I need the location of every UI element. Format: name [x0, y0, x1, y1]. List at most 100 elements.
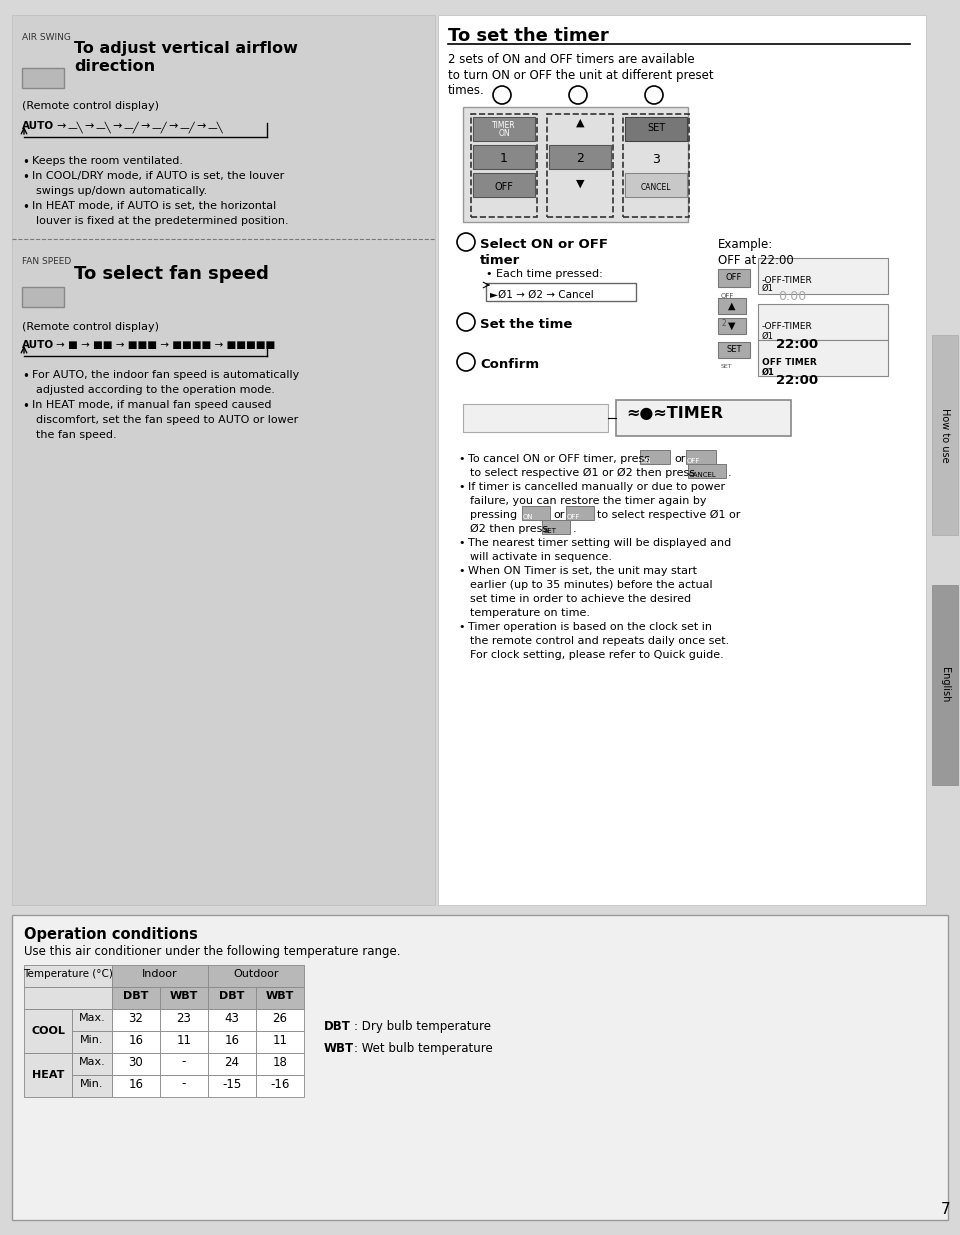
Text: 2: 2: [463, 314, 469, 324]
Bar: [256, 1009, 304, 1031]
Bar: [688, 464, 726, 478]
Text: WBT: WBT: [266, 990, 294, 1002]
Bar: [24, 965, 112, 987]
Text: 30: 30: [129, 1056, 143, 1068]
Text: earlier (up to 35 minutes) before the actual: earlier (up to 35 minutes) before the ac…: [470, 580, 712, 590]
Text: DBT: DBT: [324, 1020, 350, 1032]
Text: Set the time: Set the time: [480, 317, 572, 331]
Bar: [256, 987, 304, 1009]
Text: OFF TIMER: OFF TIMER: [762, 358, 817, 367]
Bar: [438, 15, 926, 905]
Text: ON: ON: [498, 128, 510, 137]
Text: To select fan speed: To select fan speed: [74, 266, 269, 283]
Bar: [112, 1031, 160, 1053]
Text: Min.: Min.: [81, 1079, 104, 1089]
Text: • Each time pressed:: • Each time pressed:: [486, 269, 603, 279]
Text: Indoor: Indoor: [142, 969, 178, 979]
Text: .: .: [728, 468, 732, 478]
Text: In HEAT mode, if manual fan speed caused: In HEAT mode, if manual fan speed caused: [32, 400, 272, 410]
Text: 0:00: 0:00: [778, 290, 806, 303]
Text: →: →: [168, 121, 178, 131]
Text: 16: 16: [129, 1034, 143, 1046]
Text: the fan speed.: the fan speed.: [36, 430, 116, 440]
Text: →: →: [112, 121, 121, 131]
Text: Select ON or OFF: Select ON or OFF: [480, 238, 608, 251]
Circle shape: [457, 233, 475, 251]
Text: AUTO: AUTO: [22, 121, 54, 131]
Bar: [718, 269, 750, 287]
Text: ▼: ▼: [729, 321, 735, 331]
Text: timer: timer: [480, 254, 520, 267]
Bar: [625, 117, 687, 141]
Text: —╲: —╲: [68, 121, 84, 132]
Text: •: •: [22, 201, 29, 214]
Text: (Remote control display): (Remote control display): [22, 322, 159, 332]
Text: ON: ON: [523, 514, 534, 520]
Text: times.: times.: [448, 84, 485, 98]
Text: CANCEL: CANCEL: [689, 472, 717, 478]
Text: 16: 16: [129, 1077, 143, 1091]
Bar: [473, 117, 535, 141]
Text: : Wet bulb temperature: : Wet bulb temperature: [354, 1042, 492, 1055]
Text: •: •: [22, 156, 29, 169]
Text: ▲: ▲: [576, 117, 585, 127]
Bar: [160, 1053, 208, 1074]
Circle shape: [493, 86, 511, 104]
Text: FAN SPEED: FAN SPEED: [22, 257, 71, 266]
Bar: [72, 1009, 112, 1031]
Text: discomfort, set the fan speed to AUTO or lower: discomfort, set the fan speed to AUTO or…: [36, 415, 299, 425]
Circle shape: [457, 312, 475, 331]
Text: When ON Timer is set, the unit may start: When ON Timer is set, the unit may start: [468, 566, 697, 576]
Circle shape: [645, 86, 663, 104]
Text: COOL: COOL: [31, 1026, 65, 1036]
Text: SET: SET: [647, 124, 665, 133]
Text: •: •: [22, 400, 29, 412]
Text: To set the timer: To set the timer: [448, 27, 609, 44]
Text: For AUTO, the indoor fan speed is automatically: For AUTO, the indoor fan speed is automa…: [32, 370, 300, 380]
Text: ▼: ▼: [576, 179, 585, 189]
Text: .: .: [573, 524, 577, 534]
Text: —╱: —╱: [152, 121, 168, 132]
Bar: [112, 1009, 160, 1031]
Text: OFF: OFF: [726, 273, 742, 283]
Text: -: -: [181, 1077, 186, 1091]
Text: •: •: [458, 454, 465, 464]
Bar: [112, 1053, 160, 1074]
Text: →: →: [196, 121, 205, 131]
Bar: [718, 298, 746, 314]
Bar: [932, 335, 958, 535]
Text: adjusted according to the operation mode.: adjusted according to the operation mode…: [36, 385, 275, 395]
Bar: [72, 1074, 112, 1097]
Text: DBT: DBT: [123, 990, 149, 1002]
Text: 2: 2: [576, 152, 584, 164]
Bar: [718, 342, 750, 358]
Text: will activate in sequence.: will activate in sequence.: [470, 552, 612, 562]
Text: pressing: pressing: [470, 510, 517, 520]
Text: 18: 18: [273, 1056, 287, 1068]
Text: Max.: Max.: [79, 1013, 106, 1023]
Text: → ■ → ■■ → ■■■ → ■■■■ → ■■■■■: → ■ → ■■ → ■■■ → ■■■■ → ■■■■■: [56, 340, 276, 350]
Bar: [24, 987, 112, 1009]
Bar: [112, 965, 208, 987]
Text: In HEAT mode, if AUTO is set, the horizontal: In HEAT mode, if AUTO is set, the horizo…: [32, 201, 276, 211]
Text: OFF: OFF: [567, 514, 581, 520]
Text: DBT: DBT: [219, 990, 245, 1002]
Bar: [72, 1053, 112, 1074]
Text: OFF: OFF: [494, 182, 514, 191]
Text: Timer operation is based on the clock set in: Timer operation is based on the clock se…: [468, 622, 712, 632]
Bar: [72, 1031, 112, 1053]
Text: 26: 26: [273, 1011, 287, 1025]
Text: or: or: [674, 454, 685, 464]
Text: : Dry bulb temperature: : Dry bulb temperature: [354, 1020, 491, 1032]
Text: direction: direction: [74, 59, 156, 74]
Text: OFF: OFF: [687, 458, 701, 464]
Circle shape: [457, 353, 475, 370]
Text: failure, you can restore the timer again by: failure, you can restore the timer again…: [470, 496, 707, 506]
Text: •: •: [22, 370, 29, 383]
Text: If timer is cancelled manually or due to power: If timer is cancelled manually or due to…: [468, 482, 725, 492]
Bar: [473, 173, 535, 198]
Text: •: •: [458, 538, 465, 548]
Bar: [24, 1009, 72, 1053]
Text: 1: 1: [498, 86, 506, 98]
Text: 2 sets of ON and OFF timers are available: 2 sets of ON and OFF timers are availabl…: [448, 53, 695, 65]
